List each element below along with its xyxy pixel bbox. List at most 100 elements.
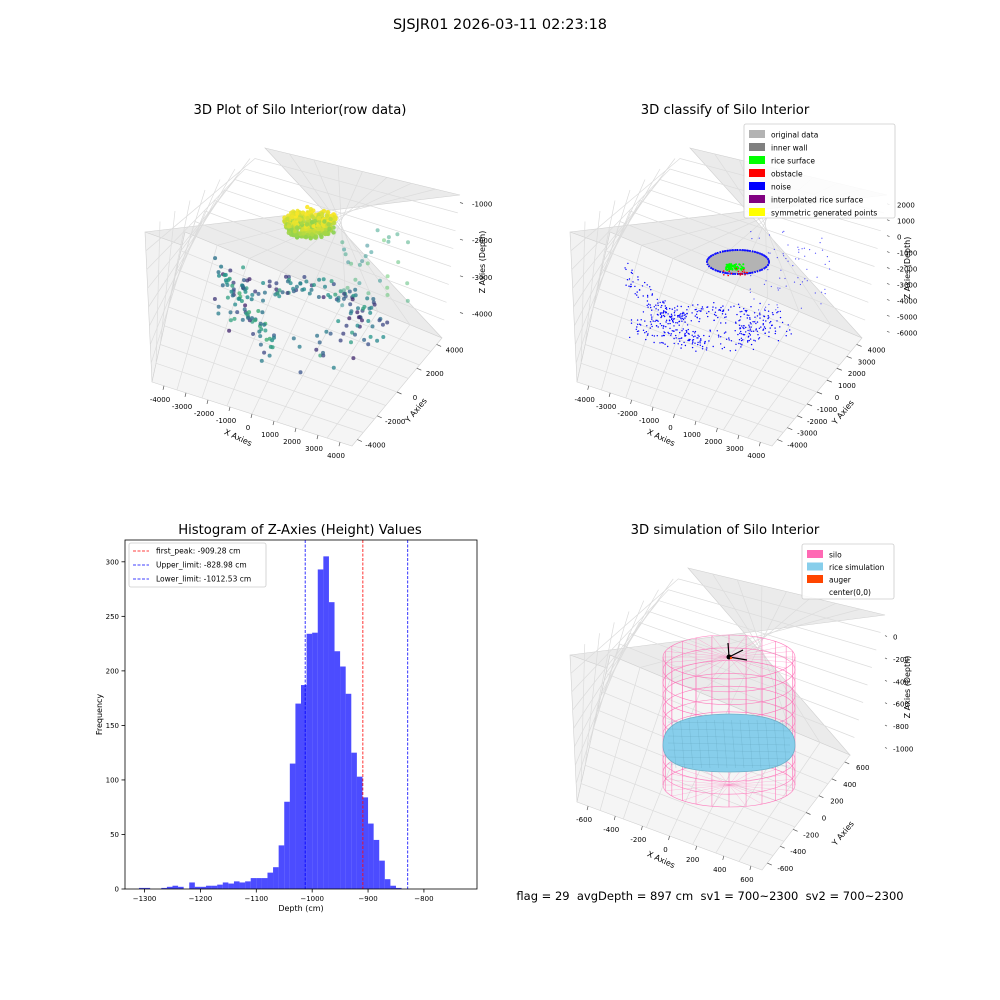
- silo-roof-spoke: [711, 635, 730, 658]
- noise-point: [670, 334, 672, 336]
- y-tick-label: -1000: [817, 406, 837, 414]
- noise-point: [770, 320, 772, 323]
- grid-line: [226, 177, 388, 407]
- noise-point: [765, 320, 767, 322]
- raw-point: [240, 284, 245, 289]
- noise-point: [661, 335, 663, 337]
- raw-point: [251, 332, 256, 336]
- raw-point: [324, 329, 329, 334]
- noise-point: [821, 237, 823, 239]
- noise-point: [625, 284, 627, 286]
- noise-point: [737, 333, 739, 336]
- raw-point: [368, 334, 373, 339]
- raw-point: [250, 292, 255, 297]
- noise-point: [649, 286, 651, 288]
- raw-point: [275, 291, 280, 296]
- raw-point: [267, 353, 272, 358]
- axis-tick: [758, 442, 761, 447]
- noise-point: [737, 303, 740, 305]
- raw-point: [270, 338, 275, 343]
- z-tick-label: -600: [893, 701, 909, 709]
- auger-point: [729, 656, 733, 660]
- silo-roof-spoke: [682, 641, 730, 658]
- noise-point: [678, 314, 681, 316]
- noise-point: [655, 325, 658, 327]
- noise-point: [745, 326, 747, 329]
- noise-point: [707, 315, 709, 318]
- raw-point: [371, 297, 376, 301]
- y-tick-label: 400: [843, 781, 856, 789]
- axis-tick: [357, 439, 363, 442]
- raw-point: [298, 281, 303, 286]
- noise-point: [662, 327, 664, 329]
- raw-point: [365, 296, 370, 301]
- noise-point: [676, 305, 679, 307]
- raw-point: [372, 302, 377, 307]
- axis-tick: [792, 829, 798, 832]
- noise-point: [762, 324, 764, 326]
- noise-point: [657, 309, 659, 311]
- noise-point: [684, 321, 686, 323]
- z-tick-label: -6000: [897, 329, 917, 337]
- wall-point: [755, 251, 758, 254]
- raw-point: [382, 238, 386, 243]
- wall-point: [768, 261, 770, 263]
- y-tick-label: 2000: [426, 370, 444, 378]
- grid-line: [180, 158, 251, 251]
- grid-line: [573, 189, 875, 308]
- noise-point: [686, 309, 688, 311]
- grid-line: [176, 188, 436, 391]
- histogram-legend: first_peak: -909.28 cm Upper_limit: -828.…: [128, 542, 267, 588]
- x-tick-label: -2000: [617, 410, 637, 418]
- wall-point: [715, 252, 718, 255]
- raw-point: [344, 323, 349, 328]
- noise-point: [758, 309, 760, 311]
- obstacle-point: [723, 274, 725, 276]
- z-axis-label: Z Axies (Depth): [903, 237, 912, 300]
- raw-point: [295, 211, 300, 216]
- grid-line: [597, 287, 829, 379]
- noise-point: [660, 316, 662, 319]
- raw-point: [307, 291, 312, 296]
- noise-point: [670, 316, 672, 318]
- histogram-bar: [362, 797, 369, 889]
- y-tick-label: -200: [803, 831, 819, 839]
- noise-point: [820, 303, 822, 305]
- raw-point: [228, 318, 233, 323]
- obstacle-point: [730, 272, 733, 275]
- raw-point: [253, 318, 258, 323]
- noise-point: [666, 308, 668, 310]
- raw-point: [370, 324, 375, 329]
- rice-point: [728, 263, 731, 266]
- noise-point: [740, 316, 742, 318]
- noise-point: [669, 322, 671, 325]
- x-tick-label: -200: [630, 836, 646, 844]
- x-tick-label: -4000: [575, 396, 595, 404]
- axis-tick: [777, 439, 783, 442]
- raw-point: [260, 310, 265, 315]
- raw-point: [351, 356, 356, 361]
- histogram-vlines: [304, 540, 409, 889]
- raw-point: [256, 291, 261, 296]
- noise-point: [634, 285, 636, 288]
- noise-point: [694, 315, 696, 317]
- noise-point: [656, 319, 658, 322]
- noise-point: [688, 338, 690, 341]
- raw-point: [342, 247, 347, 252]
- axis-tick: [787, 427, 793, 430]
- noise-point: [826, 256, 828, 258]
- noise-point: [776, 320, 778, 322]
- raw-point: [277, 288, 282, 293]
- noise-point: [738, 339, 741, 341]
- axis-tick: [338, 442, 341, 447]
- noise-point: [699, 344, 701, 346]
- axis-tick: [886, 219, 890, 221]
- wall-point: [750, 272, 753, 274]
- noise-point: [759, 314, 761, 316]
- noise-point: [779, 310, 781, 313]
- noise-point: [718, 309, 720, 311]
- raw-point: [378, 278, 382, 283]
- raw-point: [270, 345, 275, 350]
- noise-point: [771, 312, 774, 314]
- z-tick-label: -200: [893, 656, 909, 664]
